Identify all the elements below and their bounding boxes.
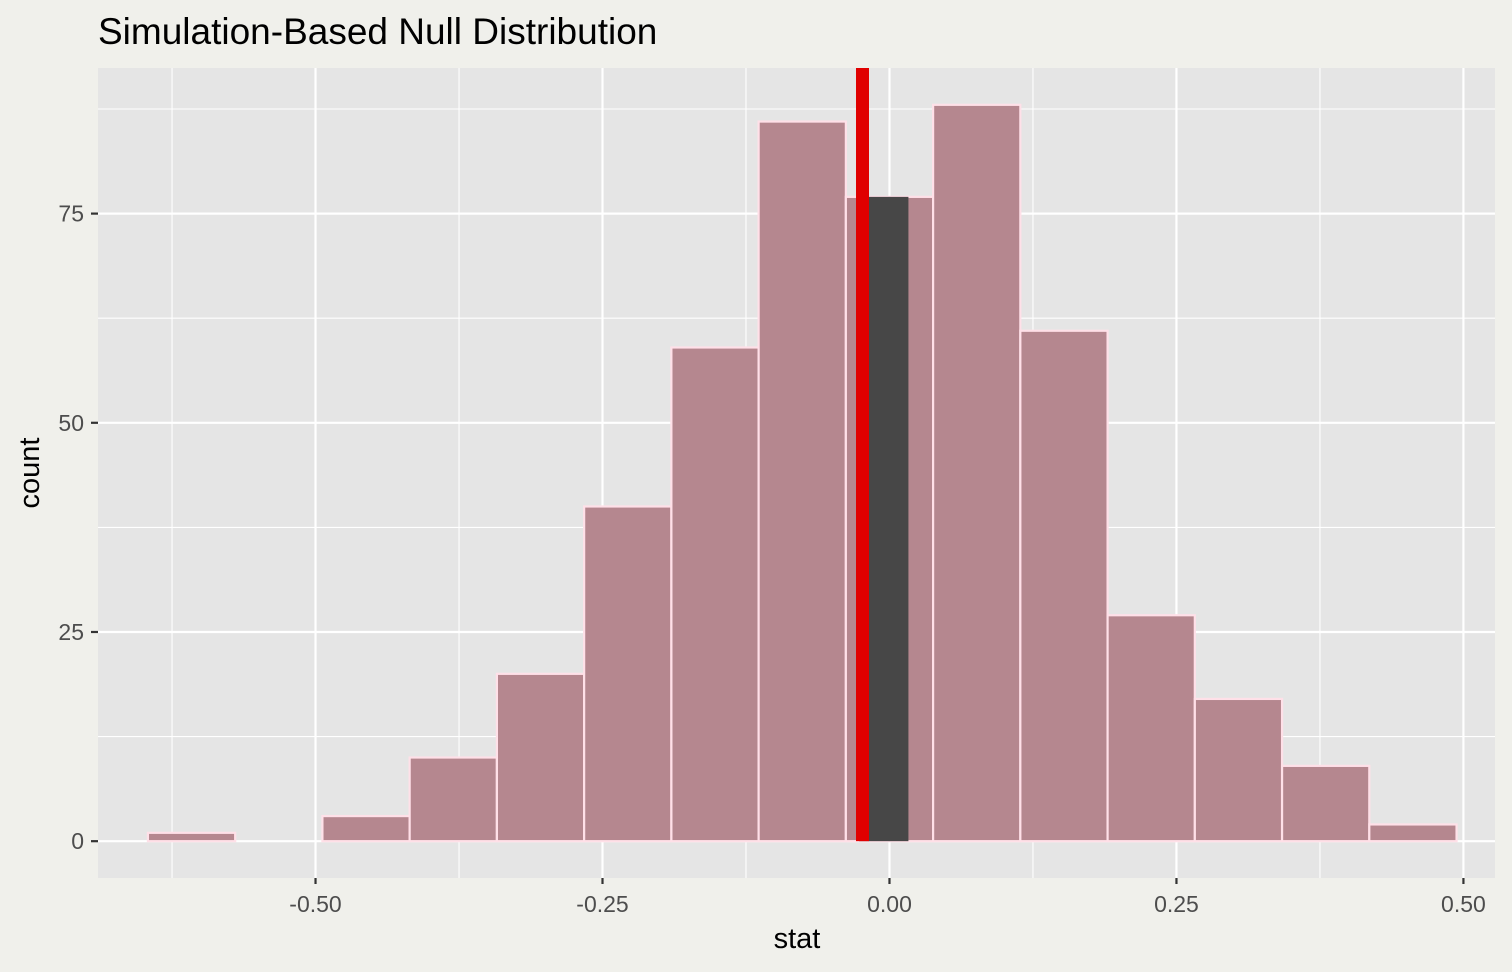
histogram-bar	[408, 756, 498, 843]
x-tick-label: 0.25	[1154, 891, 1199, 917]
y-axis: 0 25 50 75	[58, 201, 98, 854]
y-axis-title: count	[14, 438, 46, 509]
histogram-bar	[583, 505, 673, 843]
histogram-bar	[146, 831, 237, 843]
histogram-bar	[1280, 764, 1371, 843]
x-axis-title: stat	[774, 923, 821, 955]
histogram-bar	[1106, 614, 1196, 843]
x-tick-label: 0.50	[1441, 891, 1486, 917]
histogram-bar	[1019, 329, 1109, 843]
histogram-bar	[1368, 823, 1458, 843]
histogram-bar	[1193, 697, 1284, 843]
x-axis: -0.50 -0.25 0.00 0.25 0.50	[289, 878, 1486, 917]
chart-title: Simulation-Based Null Distribution	[98, 11, 657, 52]
y-tick-label: 75	[58, 201, 84, 227]
histogram-bar	[321, 814, 411, 843]
histogram-bar	[932, 103, 1022, 843]
histogram-bar	[757, 120, 847, 843]
y-tick-label: 50	[58, 410, 84, 436]
histogram-bar	[670, 346, 760, 843]
y-tick-label: 0	[71, 828, 84, 854]
x-tick-label: 0.00	[867, 891, 912, 917]
x-tick-label: -0.25	[576, 891, 628, 917]
y-tick-label: 25	[58, 619, 84, 645]
histogram-bar	[495, 672, 586, 843]
histogram-bars	[146, 103, 1458, 843]
x-tick-label: -0.50	[289, 891, 341, 917]
